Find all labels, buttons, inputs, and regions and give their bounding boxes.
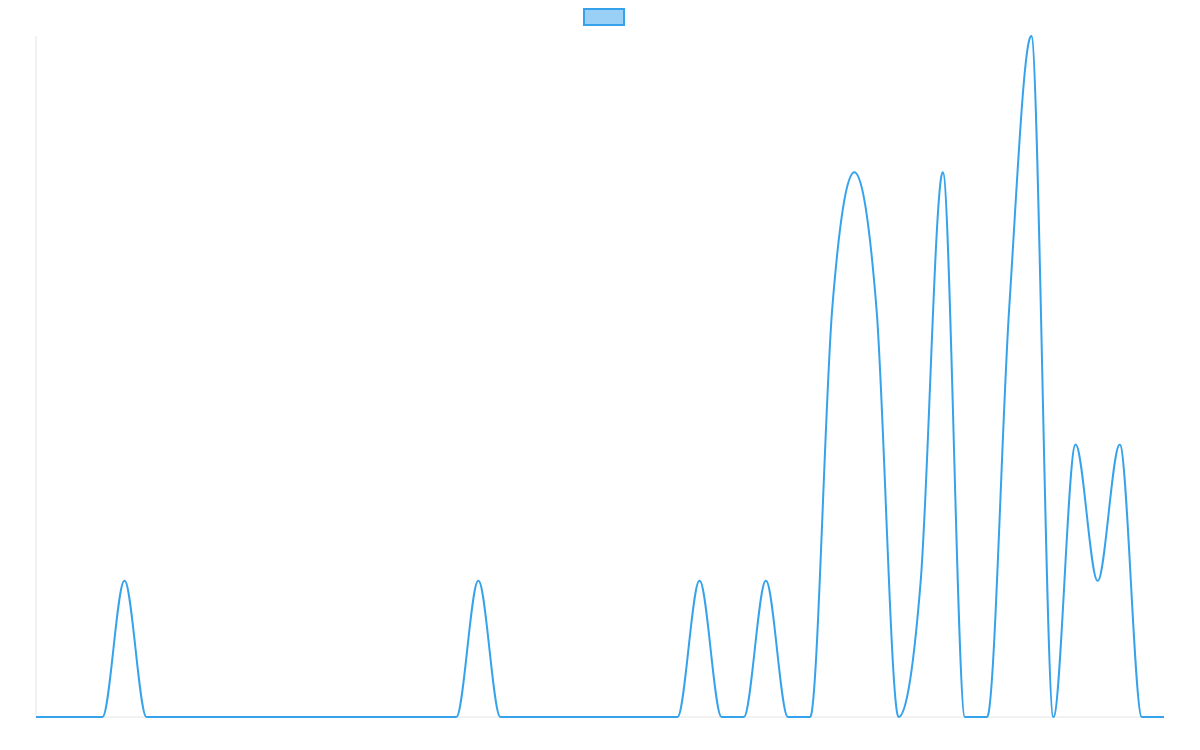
chart-legend[interactable] [0, 8, 1200, 26]
legend-swatch-series-1[interactable] [583, 8, 625, 26]
series-line-1 [35, 35, 1164, 719]
